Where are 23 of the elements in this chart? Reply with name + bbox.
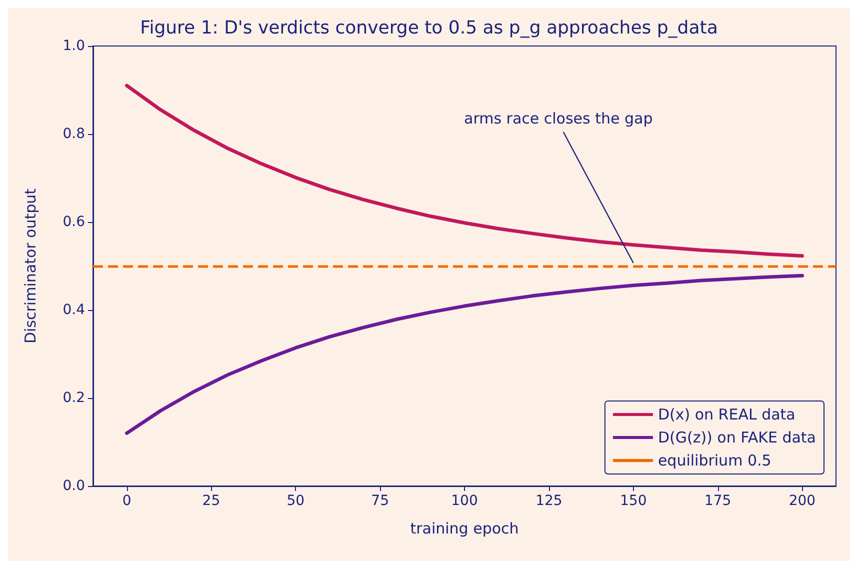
legend-label: equilibrium 0.5 — [658, 452, 772, 470]
legend-label: D(x) on REAL data — [658, 406, 796, 424]
x-tick-label: 175 — [704, 493, 732, 509]
chart-title: Figure 1: D's verdicts converge to 0.5 as p_g approaches p_data — [140, 18, 718, 38]
x-axis-title: training epoch — [410, 520, 519, 538]
legend-label: D(G(z)) on FAKE data — [658, 428, 816, 446]
x-tick-label: 0 — [122, 493, 132, 509]
x-tick-label: 150 — [620, 493, 647, 509]
x-tick-label: 125 — [536, 493, 562, 509]
x-tick-label: 25 — [202, 493, 220, 509]
x-tick-label: 75 — [371, 493, 389, 509]
y-tick-label: 0.4 — [62, 302, 86, 318]
y-tick-label: 1.0 — [62, 38, 85, 54]
y-tick-label: 0.0 — [62, 478, 85, 494]
x-tick-label: 50 — [286, 493, 305, 509]
y-axis-title: Discriminator output — [22, 188, 40, 344]
x-tick-label: 100 — [451, 493, 478, 509]
y-tick-label: 0.8 — [62, 126, 85, 142]
y-tick-label: 0.6 — [62, 214, 86, 230]
y-tick-label: 0.2 — [62, 390, 85, 406]
line-series — [125, 84, 804, 258]
x-tick-label: 200 — [788, 493, 816, 509]
annotation: arms race closes the gap — [464, 110, 653, 128]
